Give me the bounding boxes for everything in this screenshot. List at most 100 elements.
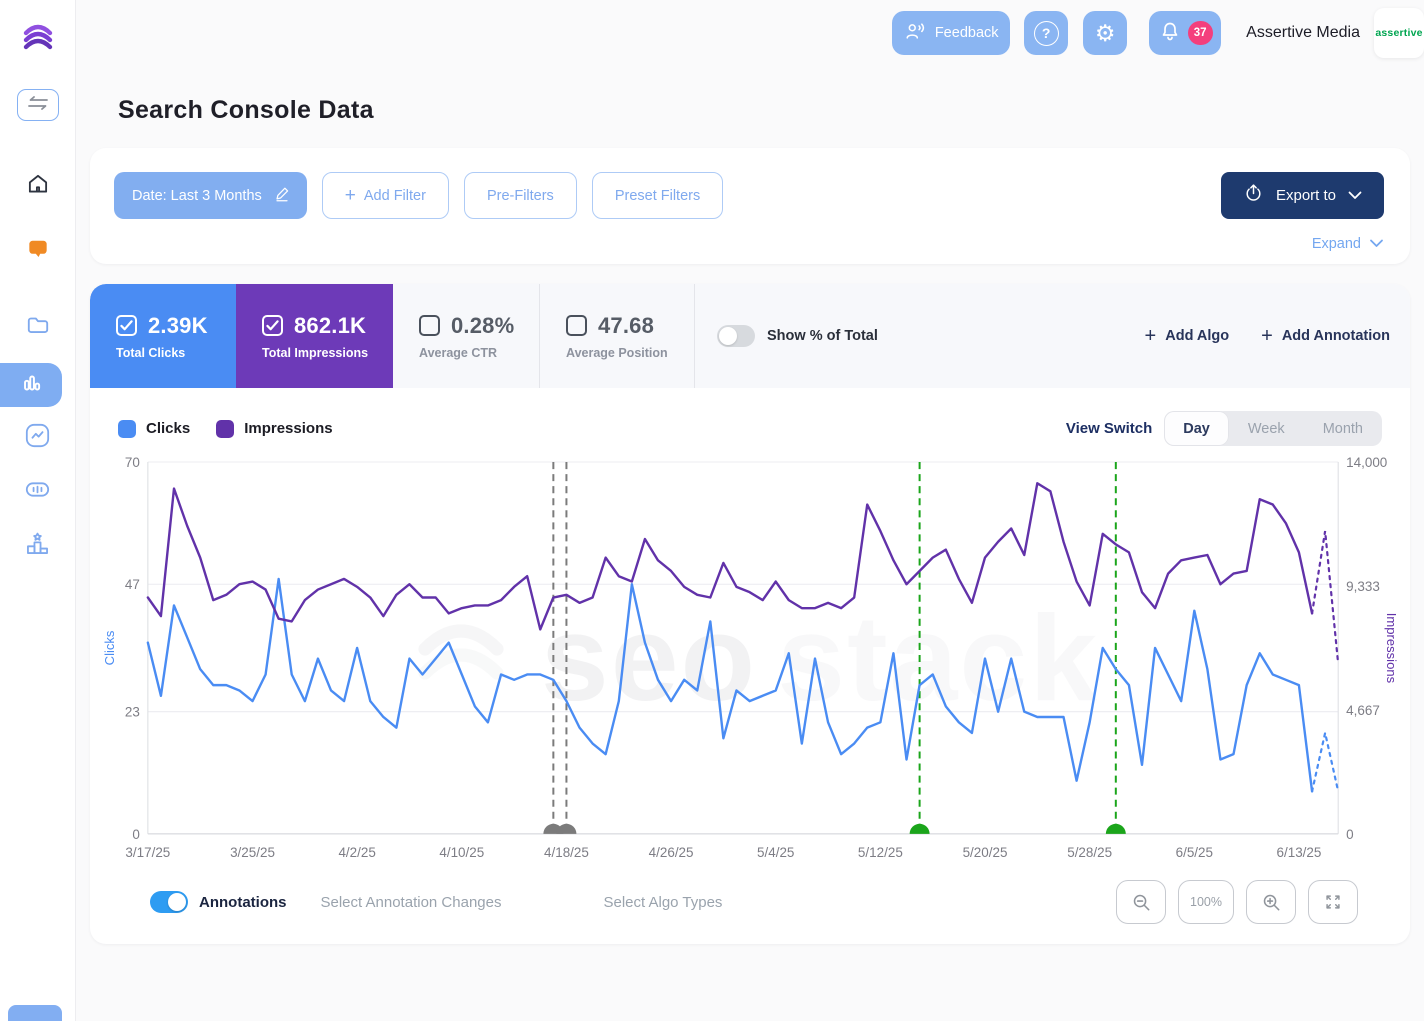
sidebar [0, 0, 76, 1021]
metric-value: 2.39K [148, 312, 208, 338]
svg-text:6/13/25: 6/13/25 [1277, 845, 1322, 860]
date-range-label: Date: Last 3 Months [132, 187, 262, 204]
annotation-marker [1105, 823, 1126, 834]
svg-text:0: 0 [1346, 827, 1353, 842]
sidebar-item-home[interactable] [18, 171, 58, 201]
svg-text:4/2/25: 4/2/25 [338, 845, 375, 860]
metric-tiles: 2.39K Total Clicks 862.1K Total Impressi… [90, 284, 1410, 388]
sidebar-item-meter[interactable] [18, 477, 58, 507]
svg-text:Clicks: Clicks [102, 630, 117, 665]
topbar: Feedback ? ⚙ 37 Assertive Media assertiv… [76, 0, 1424, 66]
plus-icon: + [344, 185, 356, 206]
sidebar-collapse-button[interactable] [16, 89, 59, 121]
podium-icon [24, 530, 51, 562]
sidebar-item-analytics-active[interactable] [0, 363, 62, 407]
account-name[interactable]: Assertive Media [1246, 24, 1360, 41]
gear-icon: ⚙ [1094, 19, 1116, 46]
add-algo-label: Add Algo [1165, 328, 1230, 344]
help-button[interactable]: ? [1024, 11, 1069, 55]
metric-label: Average CTR [419, 345, 498, 360]
add-filter-button[interactable]: + Add Filter [321, 172, 449, 219]
notifications-button[interactable]: 37 [1149, 11, 1222, 55]
annotation-marker [909, 823, 930, 834]
zoom-out-button[interactable] [1116, 880, 1166, 924]
zoom-level[interactable]: 100% [1178, 880, 1234, 924]
svg-text:5/4/25: 5/4/25 [757, 845, 794, 860]
legend-row: Clicks Impressions View Switch Day Week … [118, 411, 1382, 446]
sidebar-item-chat[interactable] [18, 237, 58, 267]
clicks-line-forecast [1310, 732, 1340, 793]
legend-label: Clicks [146, 420, 191, 437]
preset-filters-label: Preset Filters [614, 187, 701, 204]
tab-week[interactable]: Week [1247, 420, 1285, 437]
tab-month[interactable]: Month [1322, 420, 1363, 437]
collapse-arrows-icon [27, 95, 49, 116]
metric-value: 0.28% [451, 312, 515, 338]
expand-toggle[interactable]: Expand [114, 236, 1384, 252]
svg-text:5/20/25: 5/20/25 [963, 845, 1008, 860]
zoom-in-icon [1263, 894, 1279, 910]
select-annotation-changes-dropdown[interactable]: Select Annotation Changes [320, 893, 502, 911]
chart-footer: Annotations Select Annotation Changes Se… [150, 880, 1358, 924]
metric-tile-average-ctr[interactable]: 0.28% Average CTR [393, 284, 540, 388]
metric-label: Average Position [566, 345, 668, 360]
line-chart[interactable]: 3/17/25 3/25/25 4/2/25 4/10/25 4/18/25 4/26/2… [102, 452, 1399, 864]
metric-value: 862.1K [294, 312, 367, 338]
tab-day[interactable]: Day [1164, 411, 1229, 446]
add-annotation-button[interactable]: + Add Annotation [1261, 326, 1390, 346]
legend-item-clicks[interactable]: Clicks [118, 419, 191, 438]
feedback-button[interactable]: Feedback [892, 11, 1011, 55]
notification-count-badge: 37 [1187, 21, 1213, 45]
meter-icon [24, 476, 51, 508]
help-icon: ? [1033, 20, 1059, 46]
svg-text:5/28/25: 5/28/25 [1067, 845, 1112, 860]
sidebar-item-trends[interactable] [18, 423, 58, 453]
show-percent-toggle[interactable] [717, 325, 755, 347]
legend-item-impressions[interactable]: Impressions [216, 419, 333, 438]
feedback-label: Feedback [934, 25, 999, 41]
select-algo-types-dropdown[interactable]: Select Algo Types [603, 893, 723, 911]
assertive-logo-text: assertive [1375, 27, 1423, 39]
chevron-down-icon [1348, 187, 1362, 204]
metric-label: Total Impressions [262, 345, 369, 360]
settings-button[interactable]: ⚙ [1083, 11, 1128, 55]
metric-label: Total Clicks [116, 345, 186, 360]
metric-tile-total-clicks[interactable]: 2.39K Total Clicks [90, 284, 236, 388]
view-switch-control: Day Week Month [1164, 411, 1382, 446]
fullscreen-icon [1326, 895, 1340, 909]
svg-text:9,333: 9,333 [1346, 579, 1380, 594]
metric-value: 47.68 [598, 312, 655, 338]
metric-tile-average-position[interactable]: 47.68 Average Position [540, 284, 695, 388]
pre-filters-button[interactable]: Pre-Filters [463, 172, 577, 219]
sidebar-item-rankings[interactable] [18, 531, 58, 561]
filter-bar: Date: Last 3 Months + Add Filter Pre-Fil… [90, 148, 1410, 264]
impressions-line [146, 482, 1314, 631]
checkbox-checked-icon[interactable] [116, 315, 137, 336]
sidebar-item-partial[interactable] [8, 1005, 62, 1021]
pre-filters-label: Pre-Filters [486, 187, 554, 204]
chart-canvas[interactable]: seo stack 3/17/25 3/25/25 4/2/25 4/10/25 4/18… [102, 452, 1399, 864]
zoom-in-button[interactable] [1246, 880, 1296, 924]
checkbox-unchecked-icon[interactable] [566, 315, 587, 336]
annotations-toggle[interactable] [150, 891, 188, 913]
export-button[interactable]: Export to [1221, 172, 1384, 219]
svg-text:3/25/25: 3/25/25 [230, 845, 275, 860]
checkbox-unchecked-icon[interactable] [419, 315, 440, 336]
svg-text:47: 47 [125, 577, 140, 592]
date-range-chip[interactable]: Date: Last 3 Months [114, 172, 307, 219]
checkbox-checked-icon[interactable] [262, 315, 283, 336]
preset-filters-button[interactable]: Preset Filters [591, 172, 724, 219]
fullscreen-button[interactable] [1308, 880, 1358, 924]
annotation-marker [556, 823, 577, 834]
add-algo-button[interactable]: + Add Algo [1145, 326, 1230, 346]
add-annotation-label: Add Annotation [1281, 328, 1390, 344]
legend-swatch-impressions [216, 419, 235, 438]
svg-text:4,667: 4,667 [1346, 703, 1380, 718]
svg-text:4/18/25: 4/18/25 [544, 845, 589, 860]
svg-text:6/5/25: 6/5/25 [1176, 845, 1213, 860]
svg-text:23: 23 [125, 705, 140, 720]
metric-tile-total-impressions[interactable]: 862.1K Total Impressions [236, 284, 393, 388]
svg-text:4/10/25: 4/10/25 [439, 845, 484, 860]
sidebar-item-projects[interactable] [18, 312, 58, 342]
folder-icon [25, 312, 51, 343]
